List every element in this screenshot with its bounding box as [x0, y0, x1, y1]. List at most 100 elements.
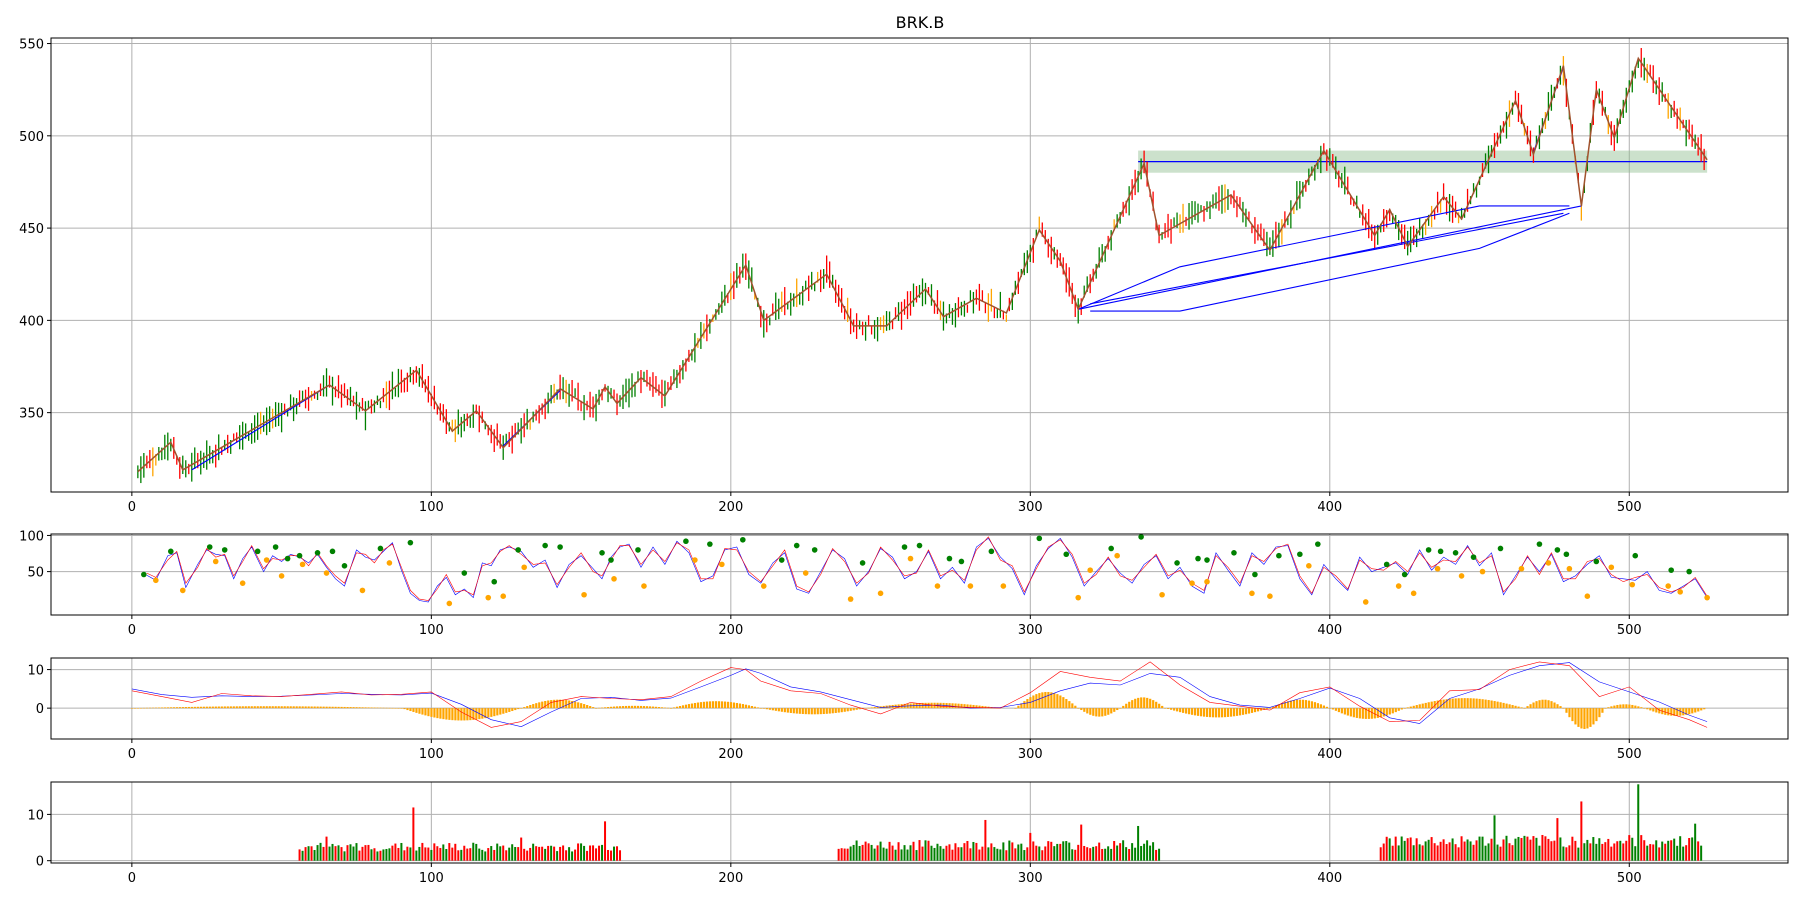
panel-frame	[50, 533, 1789, 616]
macd-histogram-bar	[1023, 701, 1026, 709]
x-tick-label: 0	[128, 500, 136, 515]
macd-histogram-bar	[586, 705, 589, 709]
volume-bar	[1670, 840, 1673, 861]
macd-histogram-bar	[948, 703, 951, 709]
macd-histogram-bar	[628, 705, 631, 709]
macd-histogram-bar	[633, 705, 637, 709]
volume-bar	[912, 841, 915, 861]
macd-histogram-bar	[774, 708, 777, 711]
x-tick-label: 200	[718, 871, 743, 886]
macd-histogram-bar	[1673, 708, 1676, 716]
macd-histogram-bar	[1436, 700, 1439, 709]
macd-histogram-bar	[951, 703, 954, 709]
volume-bar	[1421, 845, 1424, 861]
x-tick-label: 500	[1617, 623, 1642, 638]
macd-histogram-bar	[1110, 708, 1113, 714]
macd-histogram-bar	[613, 706, 616, 709]
macd-histogram-bar	[301, 706, 304, 709]
macd-histogram-bar	[244, 706, 247, 709]
macd-histogram-bar	[160, 707, 164, 709]
volume-bar	[1077, 844, 1080, 861]
macd-histogram-bar	[1415, 705, 1418, 709]
volume-bar	[1499, 846, 1502, 861]
stochastic-marker	[1000, 583, 1007, 589]
stochastic-marker	[1306, 563, 1312, 569]
volume-bar	[1565, 847, 1568, 861]
macd-histogram-bar	[1122, 705, 1125, 709]
macd-histogram-bar	[511, 708, 514, 712]
macd-histogram-bar	[687, 704, 691, 709]
macd-histogram-bar	[867, 707, 870, 709]
stochastic-marker	[1665, 583, 1672, 589]
volume-bar	[520, 837, 523, 861]
macd-histogram-bar	[1631, 704, 1634, 709]
macd-histogram-bar	[1173, 708, 1176, 711]
volume-bar	[511, 844, 514, 861]
macd-histogram-bar	[1535, 701, 1538, 709]
volume-bar	[1583, 843, 1586, 861]
macd-histogram-bar	[1574, 708, 1577, 725]
volume-bar	[1086, 847, 1089, 861]
x-tick-label: 100	[419, 623, 444, 638]
volume-bar	[897, 842, 900, 861]
volume-bar	[328, 846, 331, 861]
macd-histogram-bar	[1385, 708, 1388, 716]
macd-histogram-bar	[1226, 708, 1230, 717]
macd-histogram-bar	[1625, 704, 1628, 709]
volume-bar	[1661, 841, 1664, 861]
macd-histogram-bar	[1628, 704, 1631, 709]
x-tick-label: 200	[718, 500, 743, 515]
stochastic-marker	[760, 583, 767, 589]
stochastic-marker	[1545, 560, 1552, 566]
macd-histogram-bar	[939, 702, 942, 709]
volume-bar	[1125, 847, 1128, 861]
macd-histogram-bar	[412, 708, 415, 712]
volume-bar	[879, 841, 882, 861]
volume-bar	[319, 842, 322, 861]
volume-bar	[1589, 843, 1592, 861]
volume-bar	[418, 846, 421, 861]
macd-histogram-bar	[837, 708, 840, 713]
macd-histogram-bar	[1059, 695, 1062, 709]
macd-histogram-bar	[535, 703, 538, 709]
stochastic-marker	[254, 548, 261, 555]
macd-histogram-bar	[331, 706, 334, 709]
volume-bar	[1071, 849, 1074, 861]
volume-bar	[1547, 838, 1550, 861]
volume-bar	[1014, 848, 1017, 861]
volume-bar	[1544, 836, 1547, 861]
panel-4: 0 100 200 300 400 500 0 10	[27, 781, 1789, 886]
macd-histogram-bar	[1200, 708, 1203, 717]
volume-bar	[1083, 845, 1086, 861]
volume-bar	[472, 842, 475, 861]
volume-bar	[1385, 836, 1388, 861]
macd-histogram-bar	[771, 708, 774, 711]
macd-histogram-bar	[1014, 708, 1017, 709]
macd-histogram-bar	[1217, 708, 1221, 718]
x-tick-label: 500	[1617, 747, 1642, 762]
volume-bar	[1113, 841, 1116, 861]
volume-bar	[460, 849, 463, 861]
volume-bar	[313, 849, 316, 861]
macd-histogram-bar	[589, 706, 592, 709]
volume-bar	[864, 841, 867, 861]
macd-histogram-bar	[1140, 697, 1143, 709]
macd-histogram-bar	[418, 708, 421, 714]
volume-bar	[325, 836, 328, 861]
volume-bar	[1451, 838, 1454, 861]
volume-bar	[481, 849, 484, 861]
macd-histogram-bar	[756, 707, 759, 709]
stochastic-marker	[1036, 535, 1043, 542]
macd-histogram-bar	[1241, 708, 1245, 715]
macd-histogram-bar	[1083, 708, 1086, 712]
macd-histogram-bar	[1427, 702, 1430, 709]
macd-histogram-bar	[855, 708, 858, 710]
macd-histogram-bar	[313, 706, 316, 709]
macd-histogram-bar	[391, 707, 394, 709]
x-tick-label: 400	[1317, 500, 1342, 515]
macd-histogram-bar	[463, 708, 466, 721]
macd-histogram-bar	[1068, 701, 1071, 709]
y-tick-label: 10	[27, 664, 44, 679]
macd-histogram-bar	[1017, 705, 1020, 709]
stochastic-marker	[1434, 565, 1441, 572]
